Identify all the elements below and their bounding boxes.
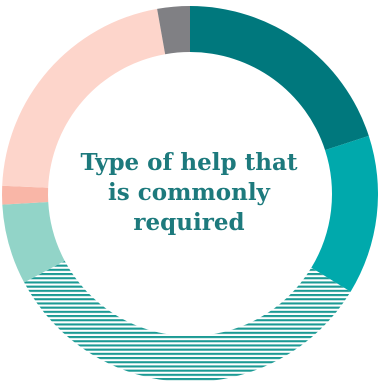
donut-slice-5 — [1, 185, 49, 205]
chart-title-line-3: required — [133, 209, 245, 236]
donut-slice-1 — [190, 6, 369, 151]
donut-slice-4 — [2, 202, 65, 283]
donut-slices — [1, 5, 378, 382]
donut-slice-2 — [311, 135, 378, 292]
donut-slice-6 — [2, 8, 166, 188]
donut-slice-3 — [24, 260, 351, 382]
chart-title-line-1: Type of help that — [80, 149, 298, 176]
donut-slice-7 — [157, 5, 190, 55]
chart-title-line-2: is commonly — [108, 179, 270, 206]
chart-title: Type of help that is commonly required — [64, 148, 314, 238]
